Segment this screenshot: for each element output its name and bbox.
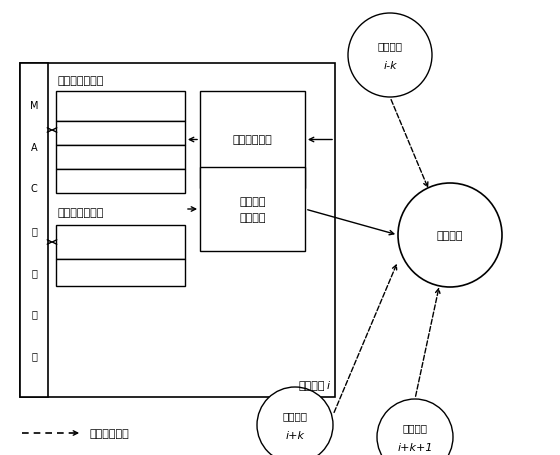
Text: 实时感知业务: 实时感知业务: [232, 135, 272, 145]
Circle shape: [348, 14, 432, 98]
Text: 接: 接: [31, 226, 37, 236]
Bar: [200, 167, 305, 252]
Text: 主吶节点: 主吶节点: [298, 380, 325, 390]
Text: 调度节点: 调度节点: [437, 231, 463, 241]
Bar: [56, 92, 185, 122]
Text: 主吶节点: 主吶节点: [282, 410, 307, 420]
Circle shape: [377, 399, 453, 455]
Bar: [56, 259, 185, 286]
Text: 主吶节点: 主吶节点: [377, 41, 403, 51]
Text: 调度节点登记卡: 调度节点登记卡: [58, 207, 104, 217]
Text: i: i: [327, 380, 330, 390]
Text: C: C: [31, 184, 38, 194]
Text: 接入申请: 接入申请: [239, 197, 266, 207]
Text: 主吶节点: 主吶节点: [403, 422, 427, 432]
Text: i-k: i-k: [383, 61, 397, 71]
Text: 假设接入请求: 假设接入请求: [90, 428, 130, 438]
Circle shape: [257, 387, 333, 455]
Bar: [56, 226, 185, 259]
Text: 控: 控: [31, 309, 37, 319]
Text: 发送业务: 发送业务: [239, 212, 266, 222]
Bar: [200, 92, 305, 188]
Text: i+k+1: i+k+1: [397, 442, 433, 452]
Text: 入: 入: [31, 267, 37, 277]
Text: M: M: [30, 101, 38, 111]
Text: 时频资源记录表: 时频资源记录表: [58, 76, 104, 86]
Bar: [56, 170, 185, 193]
Bar: [56, 146, 185, 170]
Bar: [56, 122, 185, 146]
Bar: [20, 64, 48, 397]
Text: 制: 制: [31, 350, 37, 360]
Circle shape: [398, 184, 502, 288]
Text: A: A: [31, 142, 38, 152]
Bar: [20, 64, 335, 397]
Text: i+k: i+k: [286, 430, 305, 440]
